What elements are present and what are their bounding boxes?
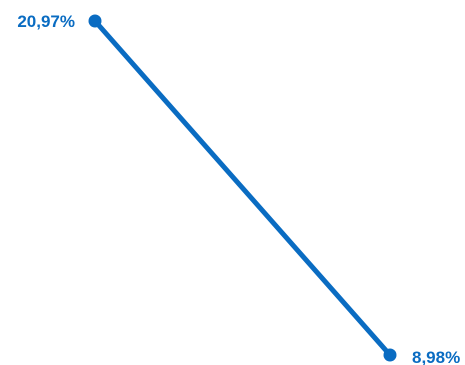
data-label: 20,97% [17, 12, 75, 31]
series-layer [88, 14, 397, 362]
data-point-marker [383, 348, 397, 362]
data-label-layer: 20,97% 8,98% [17, 12, 460, 365]
series-line [92, 18, 393, 358]
data-point-marker [88, 14, 102, 28]
data-label: 8,98% [412, 348, 460, 365]
